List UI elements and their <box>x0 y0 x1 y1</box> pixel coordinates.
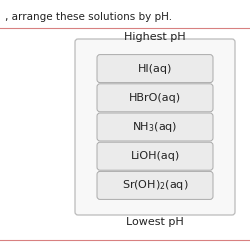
Text: Lowest pH: Lowest pH <box>126 217 184 227</box>
Text: LiOH(aq): LiOH(aq) <box>130 151 180 161</box>
FancyBboxPatch shape <box>97 172 213 200</box>
FancyBboxPatch shape <box>97 54 213 82</box>
FancyBboxPatch shape <box>97 113 213 141</box>
FancyBboxPatch shape <box>97 84 213 112</box>
FancyBboxPatch shape <box>75 39 235 215</box>
Text: Sr(OH)$_2$(aq): Sr(OH)$_2$(aq) <box>122 178 188 192</box>
Text: NH$_3$(aq): NH$_3$(aq) <box>132 120 178 134</box>
FancyBboxPatch shape <box>97 142 213 170</box>
Text: HBrO(aq): HBrO(aq) <box>129 93 181 103</box>
Text: , arrange these solutions by pH.: , arrange these solutions by pH. <box>5 12 172 22</box>
Text: HI(aq): HI(aq) <box>138 64 172 74</box>
Text: Highest pH: Highest pH <box>124 32 186 42</box>
